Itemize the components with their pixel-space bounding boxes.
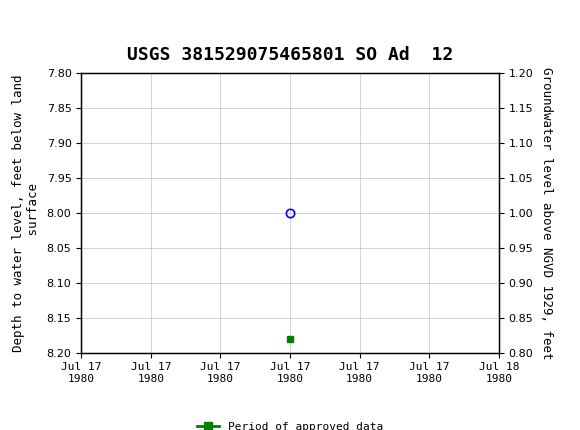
Text: ≋USGS: ≋USGS bbox=[17, 16, 84, 36]
Legend: Period of approved data: Period of approved data bbox=[193, 418, 387, 430]
Y-axis label: Groundwater level above NGVD 1929, feet: Groundwater level above NGVD 1929, feet bbox=[540, 67, 553, 359]
Text: USGS 381529075465801 SO Ad  12: USGS 381529075465801 SO Ad 12 bbox=[127, 46, 453, 64]
Y-axis label: Depth to water level, feet below land
 surface: Depth to water level, feet below land su… bbox=[12, 74, 39, 352]
